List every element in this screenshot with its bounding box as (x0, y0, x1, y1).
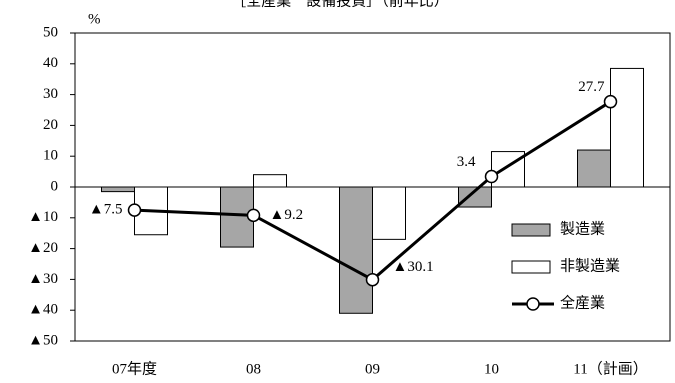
legend-label: 全産業 (560, 293, 605, 311)
legend-label: 製造業 (560, 220, 605, 237)
x-tick-label: 07年度 (112, 360, 157, 377)
data-label: ▲7.5 (89, 202, 123, 218)
x-tick-label: 11（計画） (573, 360, 647, 377)
y-tick-label: 10 (43, 148, 58, 164)
legend-label: 非製造業 (560, 257, 620, 274)
y-tick-label: ▲50 (28, 332, 58, 348)
y-unit: % (88, 11, 101, 27)
y-tick-label: 50 (43, 24, 58, 40)
y-tick-label: 40 (43, 55, 58, 71)
y-tick-label: 20 (43, 117, 58, 133)
y-tick-label: 0 (51, 178, 59, 194)
bar (610, 67, 644, 188)
line-marker (603, 94, 618, 109)
data-label: ▲30.1 (393, 259, 434, 275)
data-label: 27.7 (578, 79, 605, 95)
data-label: 3.4 (457, 154, 476, 170)
y-tick-label: 30 (43, 86, 58, 102)
bar (101, 186, 135, 193)
x-tick-label: 10 (484, 361, 499, 377)
y-tick-label: ▲20 (28, 240, 58, 256)
legend-marker (526, 297, 540, 311)
line-marker (246, 208, 261, 223)
bar (372, 186, 406, 240)
bar (339, 186, 373, 314)
y-tick-label: ▲10 (28, 209, 58, 225)
line-marker (484, 169, 499, 184)
line-marker (127, 203, 142, 217)
legend-swatch (511, 260, 551, 274)
y-tick-label: ▲40 (28, 302, 58, 318)
x-tick-label: 09 (365, 361, 380, 377)
bar (577, 149, 611, 188)
y-tick-label: ▲30 (28, 271, 58, 287)
bar (253, 174, 287, 188)
chart-title: ［全産業 設備投資］（前年比） (231, 0, 449, 9)
legend-swatch (511, 223, 551, 237)
bar (491, 151, 525, 188)
x-tick-label: 08 (246, 361, 261, 377)
data-label: ▲9.2 (270, 207, 304, 223)
bar (458, 186, 492, 208)
line-marker (365, 272, 380, 287)
